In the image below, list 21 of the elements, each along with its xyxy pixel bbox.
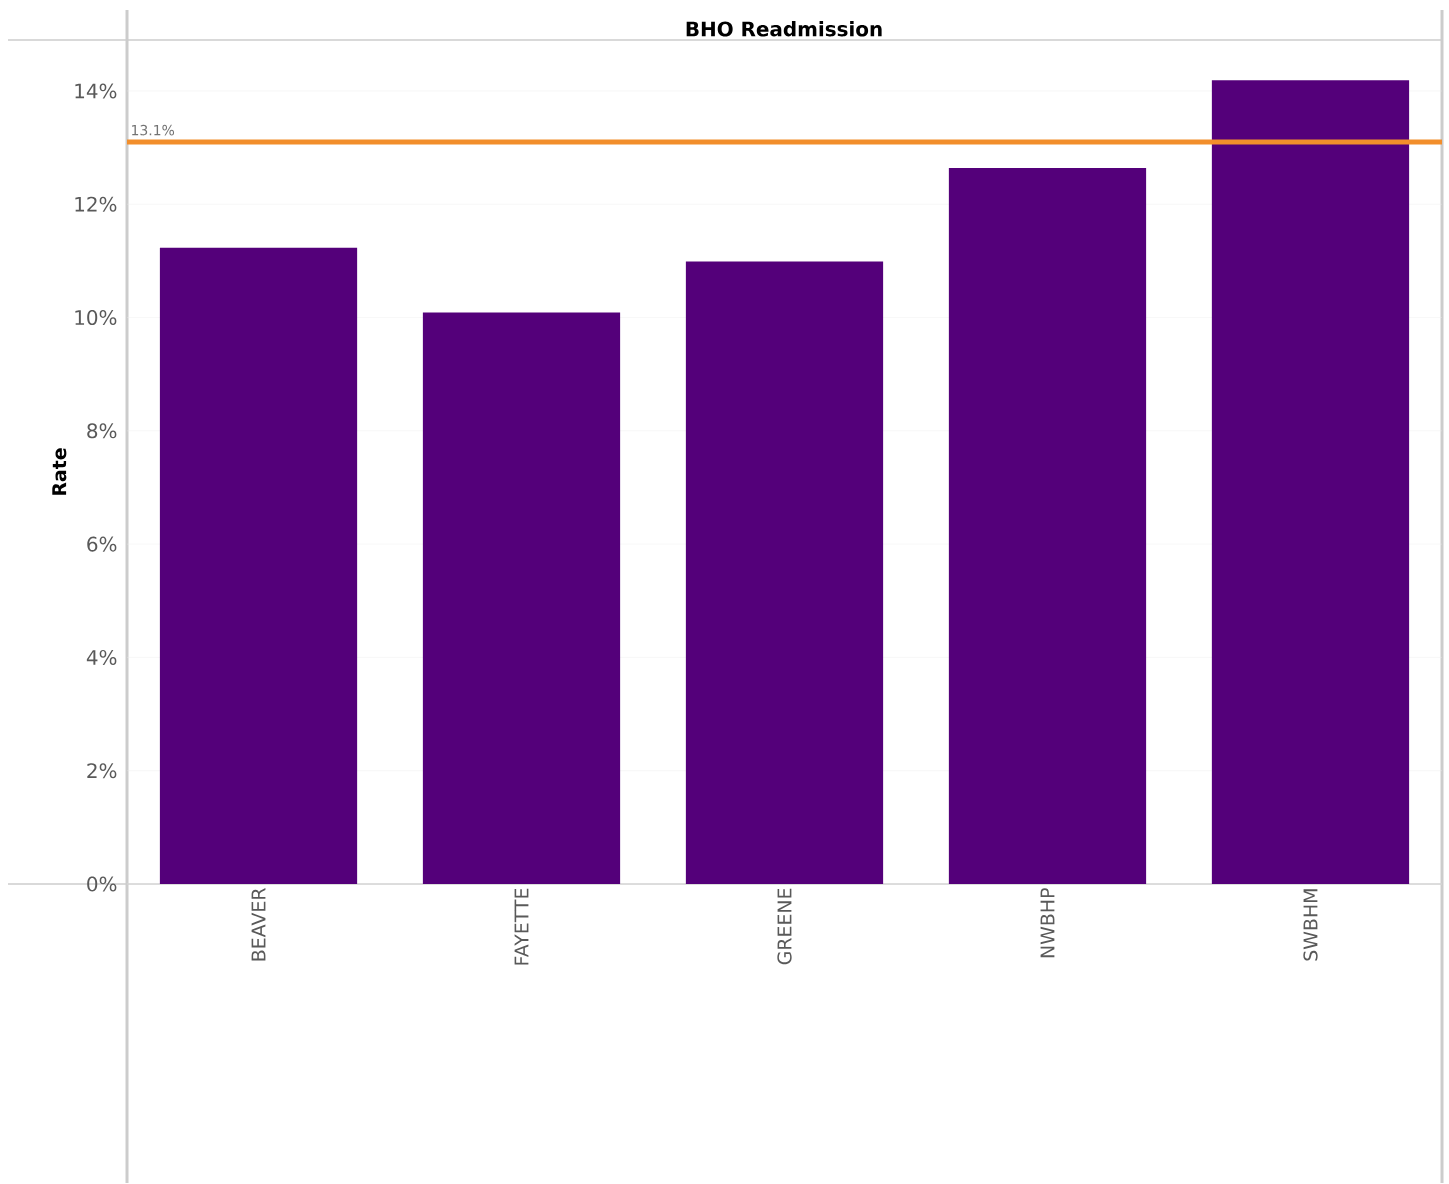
- y-tick-label: 2%: [87, 762, 117, 778]
- chart-title: BHO Readmission: [686, 20, 882, 37]
- y-tick-label: 12%: [75, 196, 117, 212]
- y-tick-label: 4%: [86, 649, 117, 665]
- ref-line-label: 13.1%: [132, 124, 175, 136]
- x-tick-label: BEAVER: [251, 887, 266, 961]
- x-tick-label: NWBHP: [1040, 887, 1055, 957]
- y-tick-label: 6%: [87, 536, 117, 552]
- y-tick-label: 10%: [75, 309, 117, 325]
- y-tick-label: 14%: [75, 83, 117, 99]
- y-axis-title: Rate: [52, 448, 67, 495]
- bar: [685, 261, 884, 884]
- bar: [948, 167, 1147, 884]
- y-tick-label: 0%: [87, 876, 117, 892]
- bar: [159, 247, 358, 884]
- x-tick-label: SWBHM: [1303, 889, 1318, 961]
- x-tick-label: FAYETTE: [514, 888, 529, 965]
- bar: [422, 312, 621, 884]
- y-tick-label: 8%: [87, 423, 117, 439]
- x-tick-label: GREENE: [777, 888, 792, 965]
- bar: [1211, 79, 1410, 884]
